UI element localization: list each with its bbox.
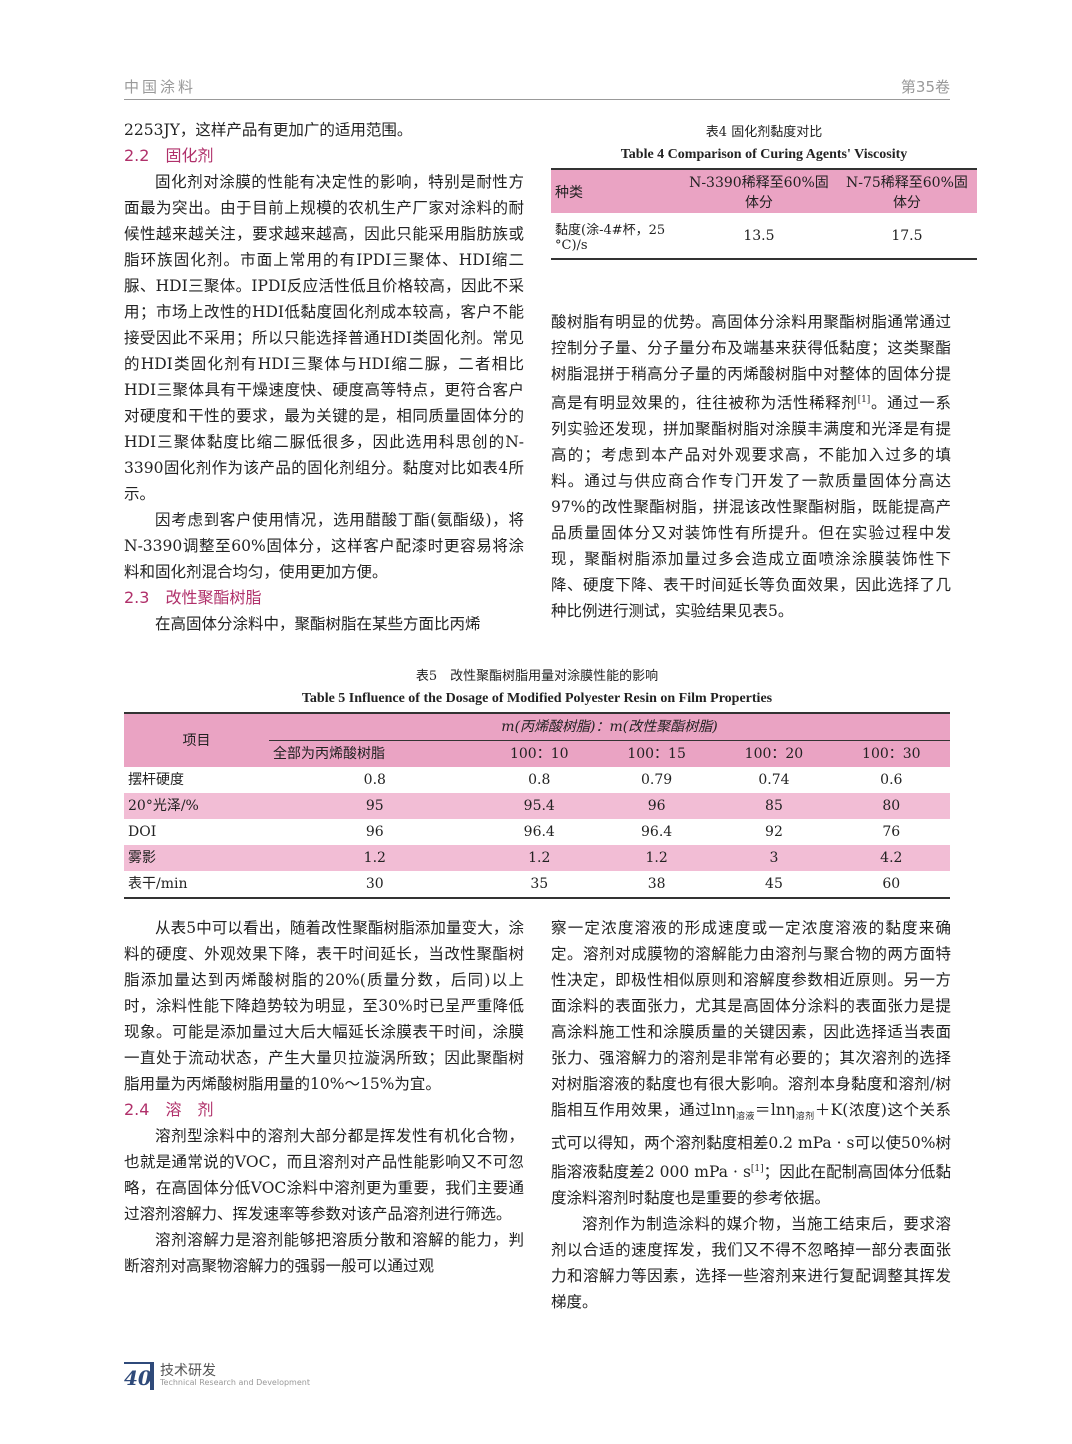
table-cell: 76	[882, 824, 901, 840]
journal-name: 中国涂料	[124, 78, 197, 96]
table-cell: 0.79	[641, 772, 673, 788]
table-row: 摆杆硬度 0.8 0.8 0.79 0.74 0.6	[124, 767, 950, 793]
row-label: 表干/min	[128, 876, 188, 892]
table-row: DOI 96 96.4 96.4 92 76	[124, 819, 950, 845]
table-4: 表4 固化剂黏度对比 Table 4 Comparison of Curing …	[551, 122, 977, 260]
table-cell: 0.8	[363, 772, 386, 788]
table-header: N-3390稀释至60%固体分	[689, 174, 829, 211]
row-label: 摆杆硬度	[128, 772, 184, 788]
table-group-header: m(丙烯酸树脂)：m(改性聚酯树脂)	[269, 713, 950, 741]
row-label: DOI	[128, 824, 157, 840]
left-column-top: 2253JY，这样产品有更加广的适用范围。 2.2 固化剂 固化剂对涂膜的性能有…	[124, 117, 524, 637]
volume-number: 第35卷	[900, 78, 950, 96]
table-cell: 80	[882, 798, 901, 814]
table-header: 种类	[555, 184, 583, 201]
table-cell: 1.2	[528, 850, 551, 866]
table-caption-cn: 表5 改性聚酯树脂用量对涂膜性能的影响	[415, 669, 659, 684]
table-cell: 38	[647, 876, 666, 892]
row-label: 20°光泽/%	[128, 798, 199, 814]
right-column-top: 酸树脂有明显的优势。高固体分涂料用聚酯树脂通常通过控制分子量、分子量分布及端基来…	[551, 309, 951, 624]
table-cell: 92	[765, 824, 783, 840]
table-row: 20°光泽/% 95 95.4 96 85 80	[124, 793, 950, 819]
table-header: 100：10	[509, 746, 569, 762]
table-cell: 13.5	[743, 227, 775, 244]
table-cell: 96	[365, 824, 384, 840]
table-cell: 60	[882, 876, 901, 892]
paragraph: 溶剂溶解力是溶剂能够把溶质分散和溶解的能力，判断溶剂对高聚物溶解力的强弱一般可以…	[124, 1231, 524, 1275]
left-column-bottom: 从表5中可以看出，随着改性聚酯树脂添加量变大，涂料的硬度、外观效果下降，表干时间…	[124, 915, 524, 1279]
paragraph: 因考虑到客户使用情况，选用醋酸丁酯(氨酯级)，将N-3390调整至60%固体分，…	[124, 511, 524, 581]
table-cell: 95.4	[523, 798, 555, 814]
section-label-cn: 技术研发	[160, 1363, 216, 1379]
table-row: 雾影 1.2 1.2 1.2 3 4.2	[124, 845, 950, 871]
table-cell: 95	[365, 798, 384, 814]
table-cell: 17.5	[891, 227, 923, 244]
citation: [1]	[750, 1164, 764, 1175]
table-cell: 85	[765, 798, 783, 814]
table-cell: 45	[765, 876, 783, 892]
section-heading-2-2: 2.2 固化剂	[124, 146, 214, 165]
paragraph: 察一定浓度溶液的形成速度或一定浓度溶液的黏度来确定。溶剂对成膜物的溶解能力由溶剂…	[551, 919, 951, 1208]
right-column-bottom: 察一定浓度溶液的形成速度或一定浓度溶液的黏度来确定。溶剂对成膜物的溶解能力由溶剂…	[551, 915, 951, 1315]
table-row: 表干/min 30 35 38 45 60	[124, 871, 950, 898]
section-label-en: Technical Research and Development	[160, 1378, 310, 1387]
paragraph: 2253JY，这样产品有更加广的适用范围。	[124, 121, 413, 139]
paragraph: 溶剂作为制造涂料的媒介物，当施工结束后，要求溶剂以合适的速度挥发，我们又不得不忽…	[551, 1215, 951, 1312]
paragraph: 酸树脂有明显的优势。高固体分涂料用聚酯树脂通常通过控制分子量、分子量分布及端基来…	[551, 313, 951, 621]
table-cell: 35	[530, 876, 549, 892]
table-cell: 0.8	[528, 772, 551, 788]
table-cell: 4.2	[880, 850, 903, 866]
paragraph: 从表5中可以看出，随着改性聚酯树脂添加量变大，涂料的硬度、外观效果下降，表干时间…	[124, 919, 524, 1093]
table-cell: 0.74	[758, 772, 790, 788]
section-heading-2-3: 2.3 改性聚酯树脂	[124, 588, 262, 607]
table-cell: 96.4	[523, 824, 555, 840]
table-cell: 96.4	[641, 824, 673, 840]
table-caption-en: Table 5 Influence of the Dosage of Modif…	[301, 691, 773, 706]
section-heading-2-4: 2.4 溶 剂	[124, 1100, 214, 1119]
running-header: 中国涂料 第35卷	[124, 74, 950, 100]
table-header: 项目	[182, 732, 211, 749]
table-cell: 黏度(涂-4#杯，25 °C)/s	[555, 222, 666, 253]
table-5: 表5 改性聚酯树脂用量对涂膜性能的影响 Table 5 Influence of…	[124, 666, 950, 899]
table-cell: 3	[769, 850, 779, 866]
table-cell: 0.6	[880, 772, 903, 788]
paragraph: 固化剂对涂膜的性能有决定性的影响，特别是耐性方面最为突出。由于目前上规模的农机生…	[124, 173, 524, 503]
paragraph: 在高固体分涂料中，聚酯树脂在某些方面比丙烯	[155, 615, 481, 633]
table-cell: 1.2	[363, 850, 386, 866]
table-caption-cn: 表4 固化剂黏度对比	[705, 125, 823, 140]
table-header: 全部为丙烯酸树脂	[273, 746, 385, 762]
citation: [1]	[857, 395, 871, 405]
table-header: N-75稀释至60%固体分	[845, 174, 968, 211]
table-caption-en: Table 4 Comparison of Curing Agents' Vis…	[620, 147, 908, 162]
row-label: 雾影	[128, 850, 156, 866]
paragraph: 溶剂型涂料中的溶剂大部分都是挥发性有机化合物，也就是通常说的VOC，而且溶剂对产…	[124, 1127, 524, 1223]
table-header: 100：15	[627, 746, 686, 762]
table-header: 100：20	[744, 746, 804, 762]
table-cell: 30	[365, 876, 384, 892]
page-number: 40	[124, 1362, 154, 1390]
table-header: 100：30	[862, 746, 921, 762]
table-cell: 96	[647, 798, 666, 814]
table-cell: 1.2	[645, 850, 668, 866]
